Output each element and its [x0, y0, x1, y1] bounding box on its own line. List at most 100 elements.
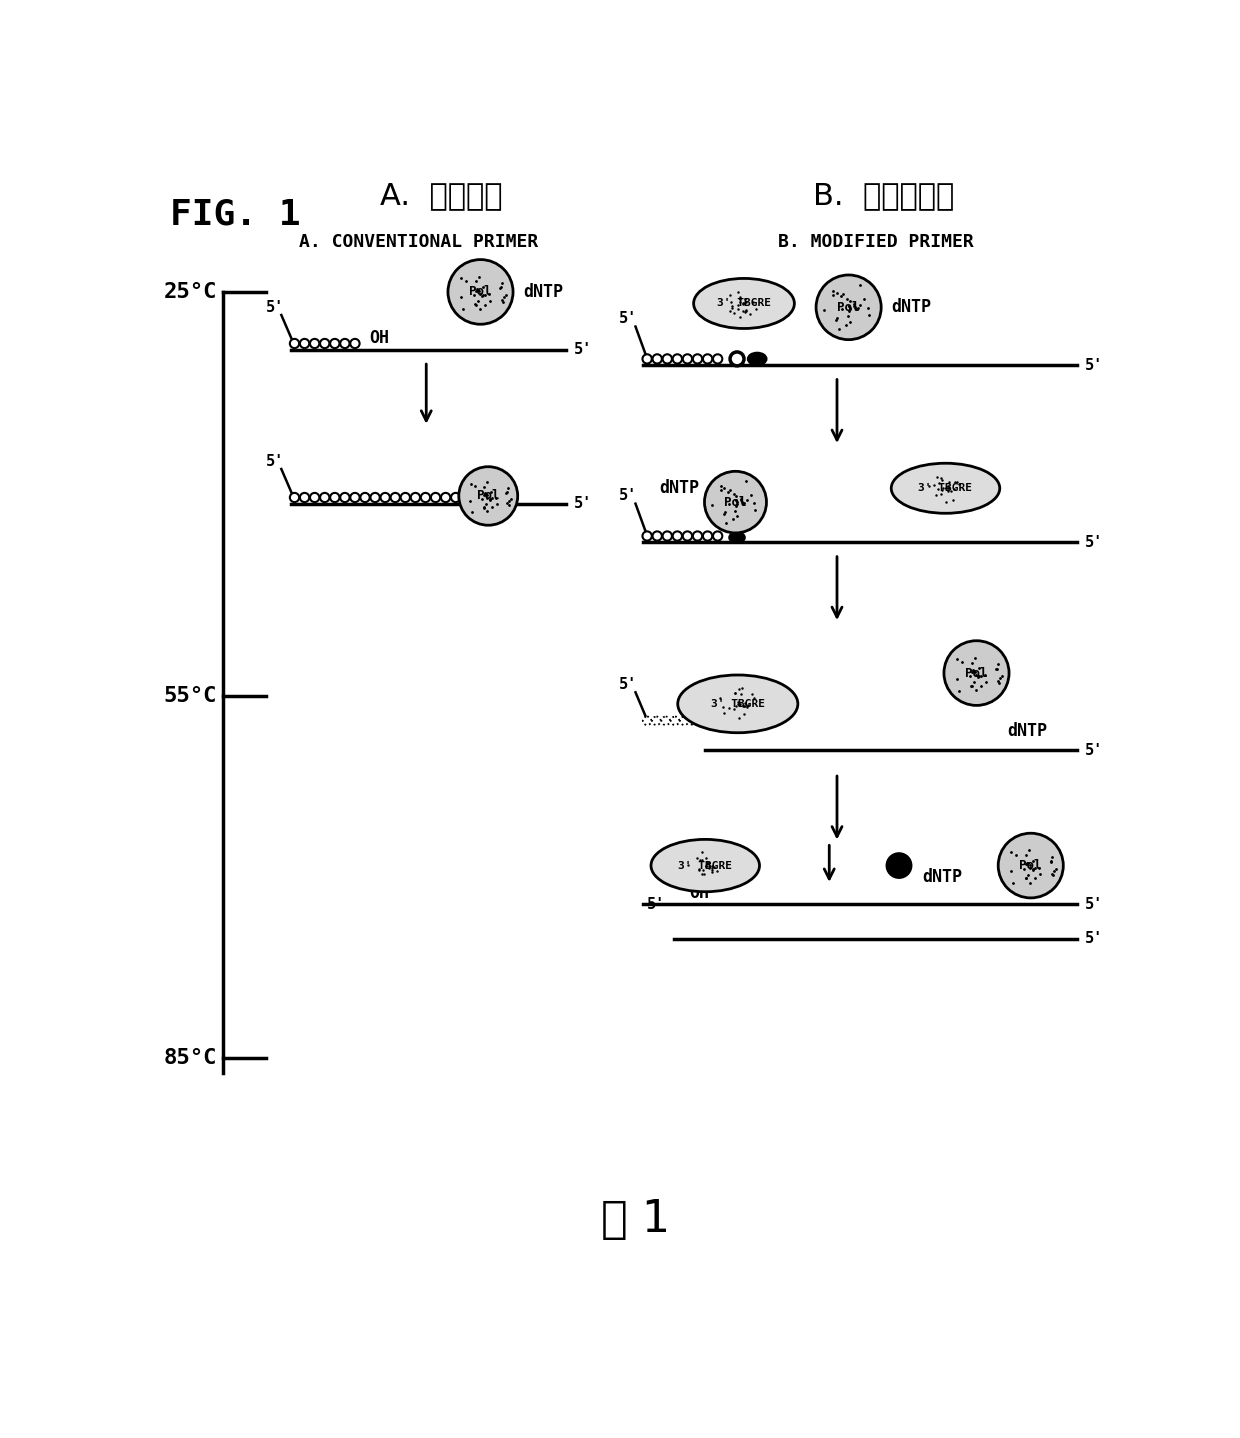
Circle shape [320, 493, 330, 502]
Circle shape [683, 354, 692, 364]
Text: Pol: Pol [1019, 858, 1042, 871]
Text: 55°C: 55°C [164, 686, 217, 706]
Circle shape [713, 354, 722, 364]
Circle shape [713, 532, 722, 541]
Circle shape [680, 716, 688, 725]
Text: dNTP: dNTP [523, 283, 563, 301]
Circle shape [401, 493, 410, 502]
Text: 5': 5' [267, 299, 284, 315]
Text: 3' TBGRE: 3' TBGRE [711, 699, 765, 709]
Circle shape [816, 275, 882, 339]
Text: dNTP: dNTP [923, 869, 962, 886]
Circle shape [351, 493, 360, 502]
Circle shape [652, 354, 662, 364]
Text: 3' TBGRE: 3' TBGRE [717, 299, 771, 309]
Circle shape [290, 339, 299, 348]
Text: Pol: Pol [724, 496, 746, 509]
Text: B.  经修饰引物: B. 经修饰引物 [813, 181, 954, 210]
Circle shape [481, 493, 491, 502]
Circle shape [432, 493, 440, 502]
Circle shape [661, 716, 670, 725]
Circle shape [459, 467, 518, 525]
Circle shape [448, 260, 513, 324]
Ellipse shape [722, 716, 739, 726]
Text: 5': 5' [1085, 742, 1104, 758]
Text: 图 1: 图 1 [601, 1198, 670, 1241]
Text: 5': 5' [1085, 896, 1104, 912]
Circle shape [642, 354, 652, 364]
Circle shape [461, 493, 470, 502]
Text: 5': 5' [1085, 358, 1104, 372]
Ellipse shape [748, 352, 766, 365]
Circle shape [351, 339, 360, 348]
Text: 5': 5' [1085, 535, 1104, 549]
Text: 3' TBGRE: 3' TBGRE [919, 483, 972, 493]
Circle shape [330, 339, 340, 348]
Circle shape [451, 493, 460, 502]
Circle shape [642, 716, 651, 725]
Circle shape [320, 339, 330, 348]
Text: 3' TBGRE: 3' TBGRE [678, 860, 733, 870]
Circle shape [998, 833, 1063, 897]
Circle shape [300, 493, 309, 502]
Text: 5': 5' [573, 342, 591, 357]
Circle shape [420, 493, 430, 502]
Text: Pol: Pol [469, 285, 492, 299]
Circle shape [410, 493, 420, 502]
Circle shape [662, 354, 672, 364]
Text: 25°C: 25°C [164, 282, 217, 302]
Text: Pol: Pol [965, 667, 988, 680]
Circle shape [683, 532, 692, 541]
Text: Pol: Pol [477, 489, 500, 502]
Circle shape [672, 532, 682, 541]
Circle shape [300, 339, 309, 348]
Circle shape [441, 493, 450, 502]
Circle shape [290, 493, 299, 502]
Circle shape [887, 853, 911, 877]
Ellipse shape [678, 674, 797, 733]
Text: FIG. 1: FIG. 1 [171, 198, 301, 232]
Circle shape [703, 532, 712, 541]
Circle shape [672, 354, 682, 364]
Circle shape [391, 493, 399, 502]
Text: OH: OH [689, 883, 709, 902]
Text: 5': 5' [619, 677, 637, 692]
Text: 85°C: 85°C [164, 1048, 217, 1068]
Circle shape [371, 493, 379, 502]
Circle shape [689, 716, 698, 725]
Text: A.  传统引物: A. 传统引物 [381, 181, 503, 210]
Text: dNTP: dNTP [892, 298, 931, 316]
Circle shape [652, 532, 662, 541]
Circle shape [361, 493, 370, 502]
Ellipse shape [892, 463, 999, 513]
Circle shape [704, 713, 718, 728]
Circle shape [330, 493, 340, 502]
Circle shape [652, 716, 661, 725]
Circle shape [310, 339, 319, 348]
Circle shape [703, 354, 712, 364]
Text: B. MODIFIED PRIMER: B. MODIFIED PRIMER [777, 233, 973, 250]
Text: 5': 5' [619, 489, 637, 503]
Ellipse shape [729, 532, 745, 544]
Text: 5': 5' [573, 496, 591, 510]
Text: 5': 5' [267, 454, 284, 469]
Circle shape [662, 532, 672, 541]
Text: 5': 5' [1085, 932, 1104, 946]
Circle shape [693, 532, 702, 541]
Circle shape [671, 716, 680, 725]
Text: OH: OH [370, 329, 389, 347]
Circle shape [340, 493, 350, 502]
Circle shape [704, 472, 766, 533]
Text: dNTP: dNTP [658, 479, 699, 498]
Text: 5': 5' [647, 896, 666, 912]
Text: A. CONVENTIONAL PRIMER: A. CONVENTIONAL PRIMER [299, 233, 538, 250]
Circle shape [340, 339, 350, 348]
Circle shape [381, 493, 389, 502]
Ellipse shape [651, 840, 759, 892]
Circle shape [730, 352, 744, 365]
Circle shape [471, 493, 481, 502]
Text: 5': 5' [619, 312, 637, 326]
Circle shape [693, 354, 702, 364]
Text: Pol: Pol [837, 301, 859, 313]
Circle shape [642, 532, 652, 541]
